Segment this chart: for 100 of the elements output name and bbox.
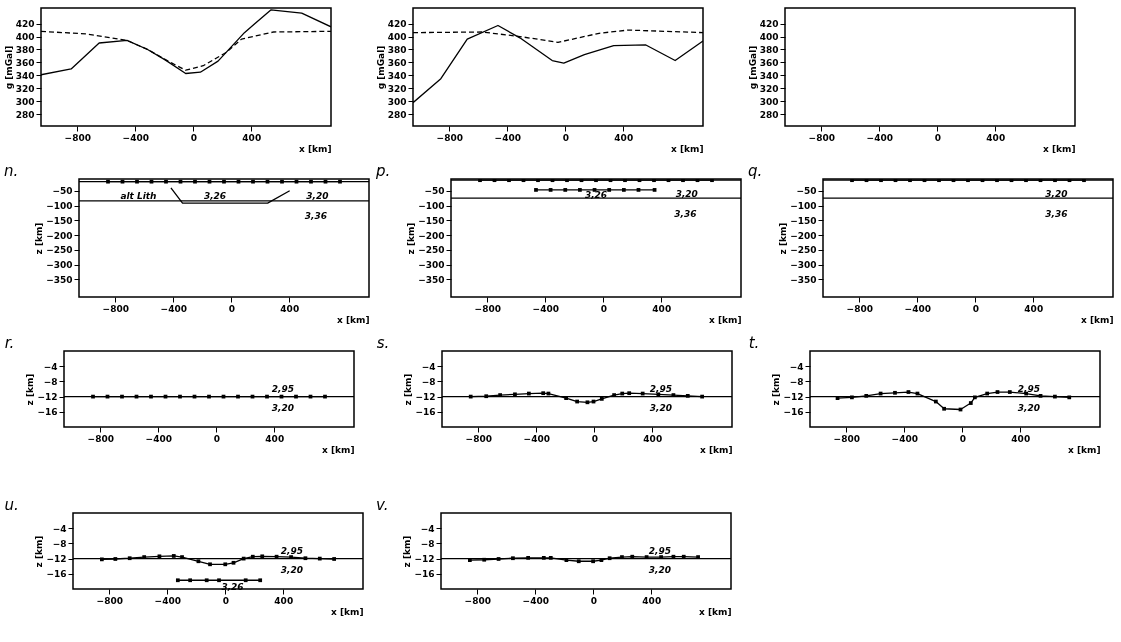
chart-title: u. <box>4 496 19 514</box>
chart-title: q. <box>748 162 763 180</box>
y-tick-label: 380 <box>759 44 779 55</box>
y-tick-label: 320 <box>759 83 779 94</box>
x-tick-label: 400 <box>265 433 285 444</box>
y-tick-label: −16 <box>783 407 804 418</box>
y-tick-label: −200 <box>46 230 73 241</box>
y-axis-title: g [mGal] <box>375 45 386 90</box>
y-tick-label: −150 <box>418 215 445 226</box>
x-axis-title: x [km] <box>298 143 332 154</box>
annotation: 3,36 <box>304 210 328 221</box>
chart-title: v. <box>376 496 389 514</box>
y-tick-label: −250 <box>790 245 817 256</box>
x-tick-label: −800 <box>465 433 492 444</box>
annotation: 3,36 <box>674 209 697 220</box>
x-tick-label: −800 <box>64 132 91 143</box>
x-tick-label: −400 <box>532 303 559 314</box>
x-tick-label: 400 <box>643 433 663 444</box>
y-tick-label: −12 <box>415 392 436 403</box>
chart-title: n. <box>4 162 19 180</box>
y-tick-label: 280 <box>387 109 407 120</box>
x-tick-label: 0 <box>213 433 220 444</box>
annotation: 3,20 <box>271 403 295 413</box>
y-tick-label: −12 <box>46 554 67 565</box>
chart-title: p. <box>375 162 391 180</box>
x-tick-label: −400 <box>891 433 918 444</box>
x-tick-label: −400 <box>160 303 187 314</box>
x-tick-label: 0 <box>959 433 966 444</box>
y-tick-label: −350 <box>418 274 445 285</box>
y-tick-label: −4 <box>420 523 435 534</box>
y-axis-title: g [mGal] <box>3 45 14 90</box>
y-tick-label: −8 <box>421 376 436 387</box>
annotation: 3,20 <box>1017 403 1041 413</box>
y-tick-label: −4 <box>43 361 58 372</box>
x-tick-label: 400 <box>642 595 662 606</box>
annotation: 2,95 <box>280 546 304 556</box>
x-tick-label: 0 <box>190 132 197 143</box>
y-tick-label: 400 <box>759 32 779 43</box>
y-axis-title: z [km] <box>25 373 36 406</box>
x-tick-label: −800 <box>87 433 114 444</box>
x-tick-label: −800 <box>464 595 491 606</box>
x-tick-label: −400 <box>522 595 549 606</box>
chart-title: r. <box>4 334 15 352</box>
y-tick-label: 300 <box>387 96 407 107</box>
y-tick-label: −4 <box>52 523 67 534</box>
y-tick-label: −4 <box>421 361 436 372</box>
y-tick-label: 400 <box>387 32 407 43</box>
x-axis-title: x [km] <box>708 314 742 325</box>
y-tick-label: −150 <box>790 215 817 226</box>
x-tick-label: 0 <box>600 303 607 314</box>
y-tick-label: −50 <box>52 186 73 197</box>
x-tick-label: 0 <box>562 132 569 143</box>
y-tick-label: −16 <box>414 569 435 580</box>
y-tick-label: −8 <box>420 538 435 549</box>
y-axis-title: z [km] <box>403 373 414 406</box>
y-tick-label: −350 <box>46 274 73 285</box>
annotation: 3,20 <box>1045 188 1068 199</box>
x-tick-label: 400 <box>986 132 1006 143</box>
y-axis-title: z [km] <box>406 222 417 255</box>
annotation: 3,20 <box>649 403 673 413</box>
y-tick-label: −200 <box>790 230 817 241</box>
y-tick-label: −100 <box>790 201 817 212</box>
x-tick-label: −800 <box>833 433 860 444</box>
y-tick-label: −150 <box>46 215 73 226</box>
x-axis-title: x [km] <box>336 314 370 325</box>
y-axis-title: z [km] <box>402 535 413 568</box>
x-tick-label: −800 <box>846 303 873 314</box>
y-axis-title: z [km] <box>34 535 45 568</box>
x-axis-title: x [km] <box>1067 444 1101 455</box>
annotation: 2,95 <box>1017 384 1041 394</box>
y-tick-label: −300 <box>46 260 73 271</box>
x-tick-label: 0 <box>590 595 597 606</box>
y-tick-label: 420 <box>15 19 35 30</box>
y-tick-label: 420 <box>387 19 407 30</box>
x-axis-title: x [km] <box>1042 143 1076 154</box>
x-tick-label: 0 <box>972 303 979 314</box>
y-tick-label: 420 <box>759 19 779 30</box>
annotation: 3,20 <box>280 565 304 575</box>
annotation: 2,95 <box>649 384 673 394</box>
y-tick-label: 320 <box>387 83 407 94</box>
y-tick-label: −8 <box>52 538 67 549</box>
y-tick-label: −100 <box>46 201 73 212</box>
y-tick-label: −16 <box>37 407 58 418</box>
y-tick-label: −12 <box>783 392 804 403</box>
y-tick-label: 340 <box>387 70 407 81</box>
x-tick-label: −400 <box>866 132 893 143</box>
x-tick-label: −400 <box>494 132 521 143</box>
x-tick-label: −800 <box>102 303 129 314</box>
y-tick-label: −50 <box>796 186 817 197</box>
y-tick-label: −200 <box>418 230 445 241</box>
y-tick-label: −350 <box>790 274 817 285</box>
y-tick-label: 360 <box>15 57 35 68</box>
annotation: 3,26 <box>584 190 608 201</box>
y-tick-label: 360 <box>387 57 407 68</box>
y-tick-label: −100 <box>418 201 445 212</box>
y-tick-label: 380 <box>387 44 407 55</box>
y-axis-title: g [mGal] <box>747 45 758 90</box>
y-tick-label: 400 <box>15 32 35 43</box>
y-tick-label: −8 <box>789 376 804 387</box>
x-tick-label: −400 <box>904 303 931 314</box>
